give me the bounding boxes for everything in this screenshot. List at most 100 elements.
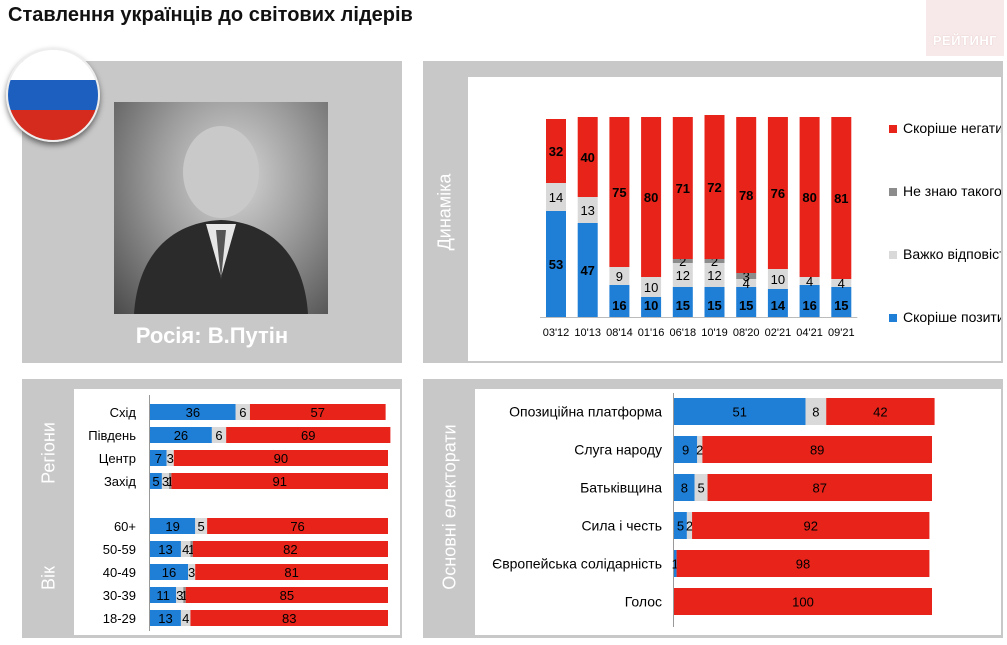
bar-value-label: 15 [834, 298, 848, 313]
x-tick-label: 03'12 [543, 327, 570, 339]
bar-negative [173, 450, 388, 466]
bar-value-label: 82 [283, 542, 297, 557]
bar-value-label: 15 [707, 298, 721, 313]
bar-hard_to_say [697, 436, 703, 463]
bar-value-label: 3 [176, 588, 183, 603]
bar-negative [674, 588, 932, 615]
bar-value-label: 12 [707, 268, 721, 283]
bar-dont_know [183, 587, 186, 603]
bar-positive [150, 564, 189, 580]
bar-value-label: 4 [743, 276, 750, 291]
bar-hard_to_say [180, 541, 191, 557]
bar-value-label: 1 [672, 557, 679, 572]
leader-panel: Росія: В.Путін [22, 61, 402, 363]
bar-hard_to_say [176, 587, 184, 603]
bar-value-label: 13 [158, 542, 172, 557]
bar-value-label: 15 [739, 298, 753, 313]
bar-hard_to_say [609, 267, 630, 285]
bar-value-label: 1 [188, 542, 195, 557]
bar-value-label: 92 [804, 519, 818, 534]
leader-caption: Росія: В.Путін [135, 323, 289, 348]
bar-positive [609, 285, 630, 317]
bar-hard_to_say [704, 263, 725, 287]
bar-value-label: 15 [676, 298, 690, 313]
bar-value-label: 89 [810, 443, 824, 458]
bar-value-label: 76 [290, 519, 304, 534]
bar-negative [195, 564, 388, 580]
bar-positive [150, 427, 212, 443]
bar-hard_to_say [546, 183, 566, 211]
page-title: Ставлення українців до світових лідерів [8, 4, 413, 26]
bar-negative [707, 474, 932, 501]
bar-hard_to_say [161, 473, 170, 489]
bar-value-label: 36 [186, 405, 200, 420]
bar-negative [736, 117, 757, 273]
bar-positive [150, 518, 196, 534]
bar-value-label: 76 [771, 186, 785, 201]
bar-value-label: 72 [707, 180, 721, 195]
bar-value-label: 2 [679, 254, 686, 269]
bar-positive [150, 587, 177, 603]
bar-negative [641, 117, 662, 277]
bar-value-label: 69 [301, 428, 315, 443]
bar-value-label: 12 [676, 268, 690, 283]
regions-age-chart-area: Схід 36 6 57 Південь 26 6 69 Центр 7 3 90 Захід 5 3 1 91… [74, 389, 400, 635]
bar-negative [692, 512, 930, 539]
bar-positive [674, 550, 677, 577]
x-tick-label: 08'20 [733, 327, 760, 339]
bar-value-label: 57 [311, 405, 325, 420]
bar-hard_to_say [767, 269, 788, 289]
bar-value-label: 13 [158, 611, 172, 626]
bar-value-label: 100 [792, 595, 814, 610]
bar-positive [799, 285, 820, 317]
category-label: Опозиційна платформа [509, 404, 662, 420]
bar-value-label: 7 [155, 451, 162, 466]
category-label: 60+ [114, 519, 136, 534]
bar-negative [185, 587, 388, 603]
bar-value-label: 81 [834, 191, 848, 206]
electorates-label: Основні електорати [439, 424, 460, 590]
bar-positive [674, 474, 695, 501]
bar-negative [546, 119, 566, 183]
bar-value-label: 80 [802, 190, 816, 205]
x-tick-label: 04'21 [796, 327, 823, 339]
dynamics-chart: 53143203'1247134010'131697508'1410108001… [540, 115, 1007, 339]
bar-value-label: 2 [686, 519, 693, 534]
regions-age-panel: Регіони Вік Схід 36 6 57 Південь 26 6 69 Центр 7 3… [22, 379, 402, 638]
category-label: Батьківщина [580, 480, 662, 496]
bar-positive [150, 610, 181, 626]
bar-dont_know [736, 273, 757, 279]
legend-swatch-hard_to_say [889, 251, 897, 259]
bar-positive [150, 541, 181, 557]
bar-hard_to_say [805, 398, 827, 425]
category-label: 30-39 [103, 588, 136, 603]
bar-negative [799, 117, 820, 277]
bar-negative [704, 115, 725, 259]
bar-hard_to_say [799, 277, 820, 285]
electorates-chart-area: Опозиційна платформа 51 8 42 Слуга народу 9 2 8… [475, 389, 1001, 635]
bar-hard_to_say [736, 279, 757, 287]
category-label: Захід [104, 474, 136, 489]
bar-positive [674, 512, 687, 539]
person-silhouette-icon [134, 126, 308, 314]
bar-positive [150, 404, 236, 420]
bar-positive [150, 473, 162, 489]
category-label: Слуга народу [574, 442, 662, 458]
regions-label: Регіони [38, 422, 59, 484]
bar-value-label: 80 [644, 190, 658, 205]
bar-value-label: 51 [733, 405, 747, 420]
category-label: Європейська солідарність [492, 556, 662, 572]
bar-value-label: 8 [812, 405, 819, 420]
bar-value-label: 42 [873, 405, 887, 420]
bar-value-label: 16 [162, 565, 176, 580]
electorates-chart: Опозиційна платформа 51 8 42 Слуга народу 9 2 8… [492, 393, 935, 627]
bar-value-label: 4 [806, 274, 813, 289]
legend-swatch-positive [889, 314, 897, 322]
bar-value-label: 4 [838, 276, 845, 291]
bar-value-label: 40 [580, 150, 594, 165]
bar-positive [150, 450, 167, 466]
bar-hard_to_say [211, 427, 227, 443]
bar-value-label: 10 [771, 272, 785, 287]
bar-value-label: 6 [215, 428, 222, 443]
